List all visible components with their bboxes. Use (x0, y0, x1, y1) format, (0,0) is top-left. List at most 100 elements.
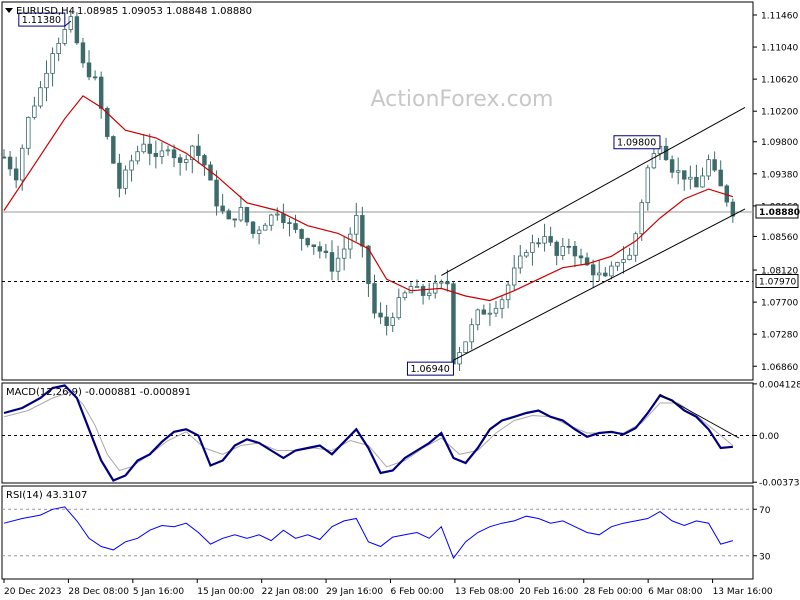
candle-body (74, 16, 80, 44)
candle-body (548, 236, 553, 243)
candle-body (475, 309, 480, 326)
price-tag-label: 1.07970 (759, 277, 796, 287)
candle-body (433, 282, 438, 294)
price-tick-label: 1.07280 (761, 331, 798, 341)
price-axis: 1.11460 1.11040 1.10620 1.10200 1.09800 1.093… (753, 11, 800, 373)
candle-body (530, 242, 535, 253)
candle-body (554, 241, 559, 256)
candle-body (68, 16, 74, 30)
candle-body (675, 170, 681, 173)
candle-body (341, 248, 347, 259)
candle-body (117, 162, 122, 189)
candle-body (135, 151, 140, 162)
candle-body (457, 352, 462, 365)
candle-body (390, 317, 395, 326)
candle-body (347, 233, 353, 250)
candle-body (202, 155, 207, 166)
candle-body (275, 213, 280, 216)
candle-body (682, 170, 687, 180)
candle-body (111, 136, 116, 164)
candle-body (50, 53, 55, 74)
annotation-label: 1.06940 (410, 364, 449, 375)
candle-body (159, 150, 165, 157)
candle-body (384, 316, 389, 326)
candle-body (536, 242, 541, 245)
candle-body (718, 169, 723, 187)
candle-body (123, 169, 128, 189)
macd-tick-label: 0.004128 (759, 380, 800, 390)
candle-body (220, 205, 225, 212)
candle-body (293, 223, 298, 230)
candle-body (86, 62, 92, 78)
candle-body (694, 176, 699, 188)
price-annotations: 1.11380 1.09800 1.06940 (18, 12, 661, 376)
candle-body (566, 245, 572, 248)
candle-body (651, 153, 657, 169)
price-tick-label: 1.06860 (761, 363, 798, 373)
candle-body (147, 143, 152, 154)
candle-body (688, 176, 693, 180)
price-pane (1, 1, 754, 381)
candle-body (615, 262, 620, 267)
candle-body (287, 222, 292, 225)
price-tick-label: 1.09800 (761, 138, 798, 148)
candle-body (105, 107, 110, 137)
candle-body (663, 145, 669, 161)
candle-body (511, 267, 517, 286)
price-tick-label: 1.09380 (761, 170, 798, 180)
ohlc-label: 1.08985 1.09053 1.08848 1.08880 (77, 6, 252, 17)
candle-body (420, 286, 426, 296)
dropdown-triangle-icon[interactable] (5, 8, 13, 13)
annotation-label: 1.09800 (617, 138, 656, 149)
candle-body (499, 299, 505, 309)
candle-body (171, 149, 177, 159)
candle-body (153, 152, 159, 157)
candle-body (141, 143, 146, 153)
candle-body (177, 157, 183, 163)
candle-body (317, 246, 323, 252)
price-tick-label: 1.10620 (761, 76, 798, 86)
time-tick-label: 6 Mar 08:00 (648, 587, 703, 597)
moving-average-line (3, 95, 734, 302)
candle-body (633, 233, 638, 256)
symbol-label: EURUSD,H4 (16, 6, 75, 17)
candle-body (402, 292, 408, 299)
candle-body (32, 105, 37, 118)
candle-body (414, 286, 420, 288)
annotation-pointer (64, 20, 72, 27)
candle-body (518, 255, 523, 269)
candle-body (572, 245, 578, 257)
candle-body (639, 202, 644, 235)
channel-upper-line (441, 106, 746, 276)
candle-body (329, 252, 335, 272)
time-tick-label: 28 Feb 00:00 (584, 587, 643, 597)
candle-body (19, 147, 25, 181)
candle-body (62, 29, 67, 44)
candle-body (335, 257, 341, 272)
macd-trend-line (659, 393, 740, 439)
candle-body (26, 116, 31, 149)
rsi-pane (1, 485, 754, 580)
candle-body (669, 159, 675, 173)
candle-body (597, 272, 602, 276)
macd-tick-label: 0.00 (759, 432, 779, 442)
candle-body (609, 265, 614, 277)
candle-body (98, 76, 104, 109)
candle-body (590, 264, 596, 276)
candle-body (481, 309, 487, 315)
candle-body (129, 160, 134, 171)
candle-body (7, 156, 13, 170)
candle-body (183, 159, 189, 163)
candle-body (712, 159, 717, 171)
candle-body (250, 221, 256, 234)
candle-body (621, 259, 626, 263)
candle-body (542, 236, 547, 244)
candle-body (366, 245, 371, 284)
macd-line (3, 384, 734, 482)
candle-body (360, 215, 365, 247)
candle-body (281, 213, 286, 224)
candle-body (584, 257, 590, 266)
time-tick-label: 5 Jan 16:00 (133, 587, 185, 597)
time-tick-label: 15 Jan 00:00 (197, 587, 254, 597)
candle-body (730, 201, 736, 217)
